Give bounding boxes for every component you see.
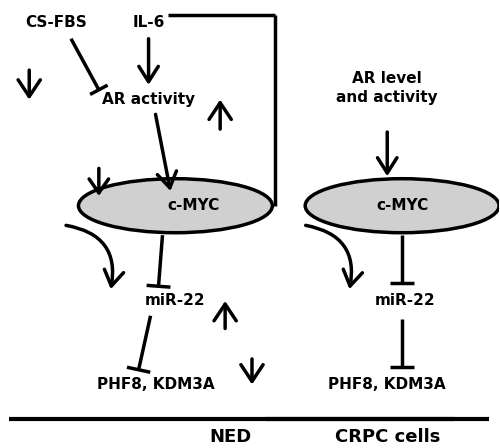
Text: CS-FBS: CS-FBS xyxy=(25,16,87,30)
Text: IL-6: IL-6 xyxy=(132,16,165,30)
Text: miR-22: miR-22 xyxy=(145,293,206,309)
Text: c-MYC: c-MYC xyxy=(376,198,428,213)
Text: AR activity: AR activity xyxy=(102,92,195,107)
FancyArrowPatch shape xyxy=(306,225,362,286)
Ellipse shape xyxy=(305,179,499,233)
Text: CRPC cells: CRPC cells xyxy=(334,427,440,446)
Text: AR level
and activity: AR level and activity xyxy=(336,71,438,105)
Ellipse shape xyxy=(78,179,272,233)
Text: PHF8, KDM3A: PHF8, KDM3A xyxy=(96,377,214,392)
Text: miR-22: miR-22 xyxy=(375,293,436,309)
Text: c-MYC: c-MYC xyxy=(167,198,220,213)
Text: PHF8, KDM3A: PHF8, KDM3A xyxy=(328,377,446,392)
FancyArrowPatch shape xyxy=(66,225,124,286)
Text: NED: NED xyxy=(209,427,251,446)
